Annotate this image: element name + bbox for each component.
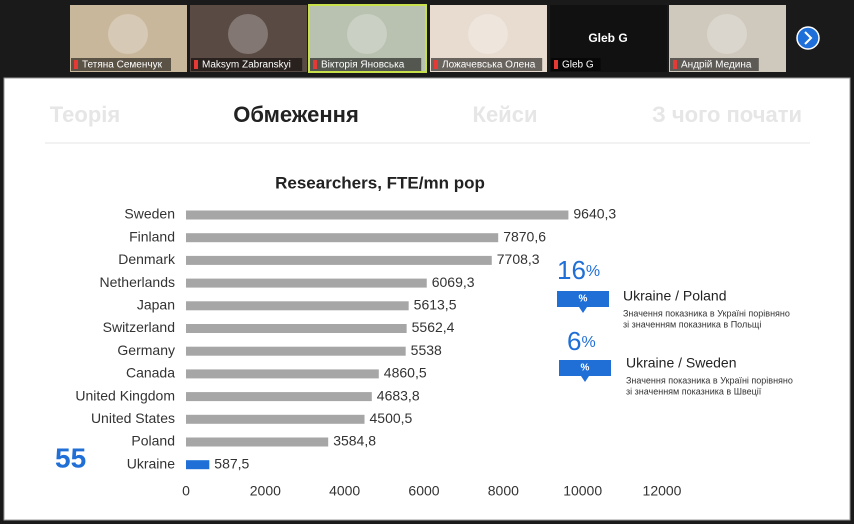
comparison-title: Ukraine / Sweden bbox=[626, 355, 737, 371]
tab[interactable]: З чого почати bbox=[652, 102, 802, 127]
bar bbox=[186, 369, 379, 379]
y-tick-label: United States bbox=[91, 410, 175, 426]
y-tick-label: Denmark bbox=[118, 251, 176, 267]
x-tick-label: 6000 bbox=[408, 483, 439, 499]
bar bbox=[186, 437, 329, 447]
mute-icon bbox=[434, 60, 438, 69]
participant-name: Вікторія Яновська bbox=[321, 60, 405, 71]
participant-name: Gleb G bbox=[562, 60, 594, 71]
badge-label: % bbox=[581, 363, 590, 374]
comparison-title: Ukraine / Poland bbox=[623, 288, 727, 304]
participant-name: Maksym Zabranskyi bbox=[202, 60, 291, 71]
value-label: 5562,4 bbox=[412, 319, 455, 335]
participant-video bbox=[707, 14, 747, 54]
tab[interactable]: Обмеження bbox=[233, 102, 359, 127]
bar bbox=[186, 278, 427, 288]
comparison-value: 6% bbox=[567, 326, 596, 356]
participant-video bbox=[108, 14, 148, 54]
chart-title: Researchers, FTE/mn pop bbox=[275, 173, 485, 192]
name-label-bg bbox=[310, 58, 422, 71]
value-label: 7708,3 bbox=[497, 251, 540, 267]
rank: 55 bbox=[55, 442, 86, 473]
badge bbox=[559, 360, 611, 382]
x-tick-label: 12000 bbox=[643, 483, 682, 499]
comparison-note: зі значенням показника в Польщі bbox=[623, 319, 761, 329]
slide bbox=[3, 77, 851, 521]
value-label: 7870,6 bbox=[503, 228, 546, 244]
mute-icon bbox=[673, 60, 677, 69]
mute-icon bbox=[194, 60, 198, 69]
name-label-bg bbox=[670, 58, 759, 71]
mute-icon bbox=[554, 60, 558, 69]
comparison-value: 16% bbox=[557, 255, 600, 285]
name-label-bg bbox=[551, 58, 601, 71]
value-label: 4860,5 bbox=[384, 365, 427, 381]
bar bbox=[186, 414, 365, 424]
bar bbox=[186, 324, 407, 333]
value-label: 9640,3 bbox=[573, 206, 616, 222]
badge bbox=[557, 291, 609, 313]
y-tick-label: Switzerland bbox=[103, 319, 175, 335]
participant-display-name: Gleb G bbox=[588, 31, 627, 45]
value-label: 3584,8 bbox=[333, 433, 376, 449]
participant-video bbox=[468, 14, 508, 54]
value-label: 6069,3 bbox=[432, 274, 475, 290]
y-tick-label: Germany bbox=[117, 342, 175, 358]
y-tick-label: Poland bbox=[131, 433, 175, 449]
bar bbox=[186, 301, 409, 311]
x-tick-label: 10000 bbox=[563, 483, 602, 499]
value-label: 4683,8 bbox=[377, 387, 420, 403]
participant-video bbox=[228, 14, 268, 54]
bar bbox=[186, 346, 406, 356]
participant-video bbox=[347, 14, 387, 54]
participant-name: Ложачевська Олена bbox=[442, 60, 536, 71]
y-tick-label: Sweden bbox=[124, 206, 175, 222]
participant-name: Тетяна Семенчук bbox=[82, 60, 163, 71]
mute-icon bbox=[313, 60, 317, 69]
bar bbox=[186, 233, 499, 243]
badge-label: % bbox=[579, 294, 588, 305]
y-tick-label: Canada bbox=[126, 365, 175, 381]
x-tick-label: 8000 bbox=[488, 483, 519, 499]
name-label-bg bbox=[431, 58, 543, 71]
value-label: 5538 bbox=[411, 342, 442, 358]
value-label: 4500,5 bbox=[370, 410, 413, 426]
y-tick-label: Finland bbox=[129, 228, 175, 244]
x-tick-label: 4000 bbox=[329, 483, 360, 499]
comparison-note: зі значенням показника в Швеції bbox=[626, 386, 762, 396]
value-label: 587,5 bbox=[214, 455, 249, 471]
y-tick-label: Ukraine bbox=[127, 455, 175, 471]
value-label: 5613,5 bbox=[414, 297, 457, 313]
comparison-note: Значення показника в Україні порівняно bbox=[626, 375, 793, 385]
bar bbox=[186, 255, 492, 265]
bar bbox=[186, 460, 210, 470]
bar bbox=[186, 210, 569, 220]
mute-icon bbox=[74, 60, 78, 69]
comparison-note: Значення показника в Україні порівняно bbox=[623, 308, 790, 318]
y-tick-label: Japan bbox=[137, 297, 175, 313]
x-tick-label: 0 bbox=[182, 483, 190, 499]
y-tick-label: Netherlands bbox=[100, 274, 176, 290]
bar bbox=[186, 392, 372, 402]
arrow-icon bbox=[804, 31, 813, 45]
x-tick-label: 2000 bbox=[250, 483, 281, 499]
y-tick-label: United Kingdom bbox=[75, 387, 175, 403]
name-label-bg bbox=[71, 58, 171, 71]
tab[interactable]: Кейси bbox=[473, 102, 538, 127]
next-page-button[interactable] bbox=[796, 26, 820, 50]
name-label-bg bbox=[191, 58, 303, 71]
participant-name: Андрій Медина bbox=[681, 60, 752, 71]
tab[interactable]: Теорія bbox=[50, 102, 120, 127]
